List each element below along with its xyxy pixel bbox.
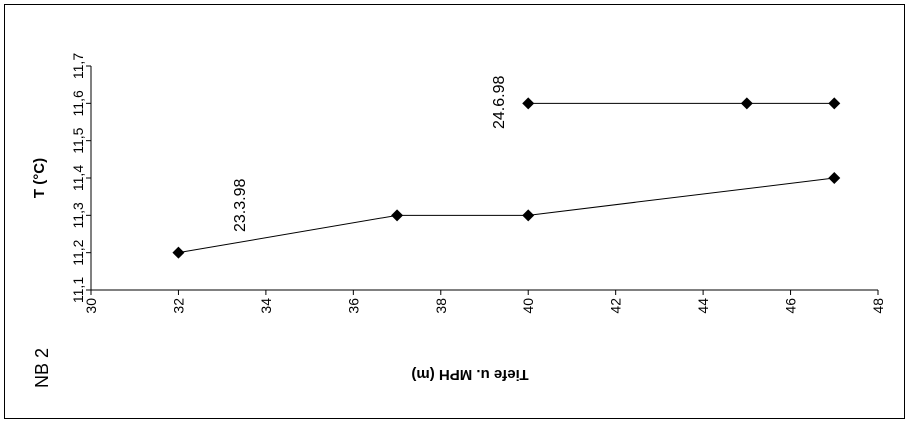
y-axis-ticks: 11,1 11,2 11,3 11,4 11,5 11,6 11,7 <box>70 53 91 303</box>
plot-id-label: NB 2 <box>32 348 52 388</box>
x-tick-label: 40 <box>520 298 536 314</box>
x-tick-label: 36 <box>345 298 361 314</box>
x-tick-label: 48 <box>870 298 886 314</box>
y-tick-label: 11,1 <box>70 277 86 303</box>
y-tick-label: 11,7 <box>70 53 86 79</box>
y-axis-label: T (°C) <box>31 158 48 198</box>
y-tick-label: 11,5 <box>70 127 86 153</box>
data-point <box>828 172 841 184</box>
series-annotation-1: 23.3.98 <box>232 179 249 232</box>
x-tick-label: 32 <box>170 298 186 314</box>
series-annotations: 23.3.98 24.6.98 <box>232 76 508 232</box>
data-point <box>522 97 535 110</box>
x-tick-label: 44 <box>695 298 711 314</box>
series-line-1 <box>178 177 835 254</box>
series-annotation-2: 24.6.98 <box>491 76 508 129</box>
x-tick-label: 42 <box>608 298 624 314</box>
data-point <box>740 97 753 110</box>
series-layer <box>172 97 841 259</box>
x-tick-label: 34 <box>258 298 274 314</box>
data-point <box>828 97 841 110</box>
y-tick-label: 11,3 <box>70 202 86 228</box>
data-point <box>391 209 404 222</box>
x-tick-label: 46 <box>783 298 799 314</box>
x-axis-ticks: 30 32 34 36 38 40 42 44 46 48 <box>83 290 886 314</box>
data-point <box>522 209 535 222</box>
y-tick-label: 11,6 <box>70 90 86 116</box>
data-point <box>172 246 185 259</box>
x-tick-label: 38 <box>433 298 449 314</box>
y-tick-label: 11,4 <box>70 165 86 191</box>
x-axis-label: Tiefe u. MPH (m) <box>411 366 528 383</box>
x-tick-label: 30 <box>83 298 99 314</box>
chart-frame <box>4 4 905 419</box>
y-tick-label: 11,2 <box>70 239 86 265</box>
